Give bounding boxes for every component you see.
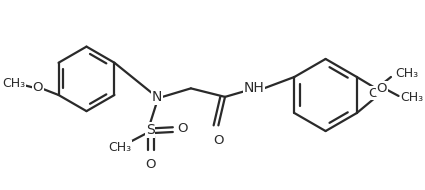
- Text: O: O: [368, 87, 379, 100]
- Text: CH₃: CH₃: [395, 67, 418, 80]
- Text: O: O: [178, 122, 188, 135]
- Text: CH₃: CH₃: [108, 141, 131, 154]
- Text: O: O: [32, 81, 43, 94]
- Text: O: O: [145, 158, 155, 171]
- Text: O: O: [213, 134, 224, 147]
- Text: CH₃: CH₃: [400, 91, 424, 104]
- Text: NH: NH: [244, 81, 265, 95]
- Text: CH₃: CH₃: [3, 77, 26, 90]
- Text: O: O: [377, 82, 387, 95]
- Text: N: N: [151, 90, 162, 104]
- Text: S: S: [146, 123, 154, 137]
